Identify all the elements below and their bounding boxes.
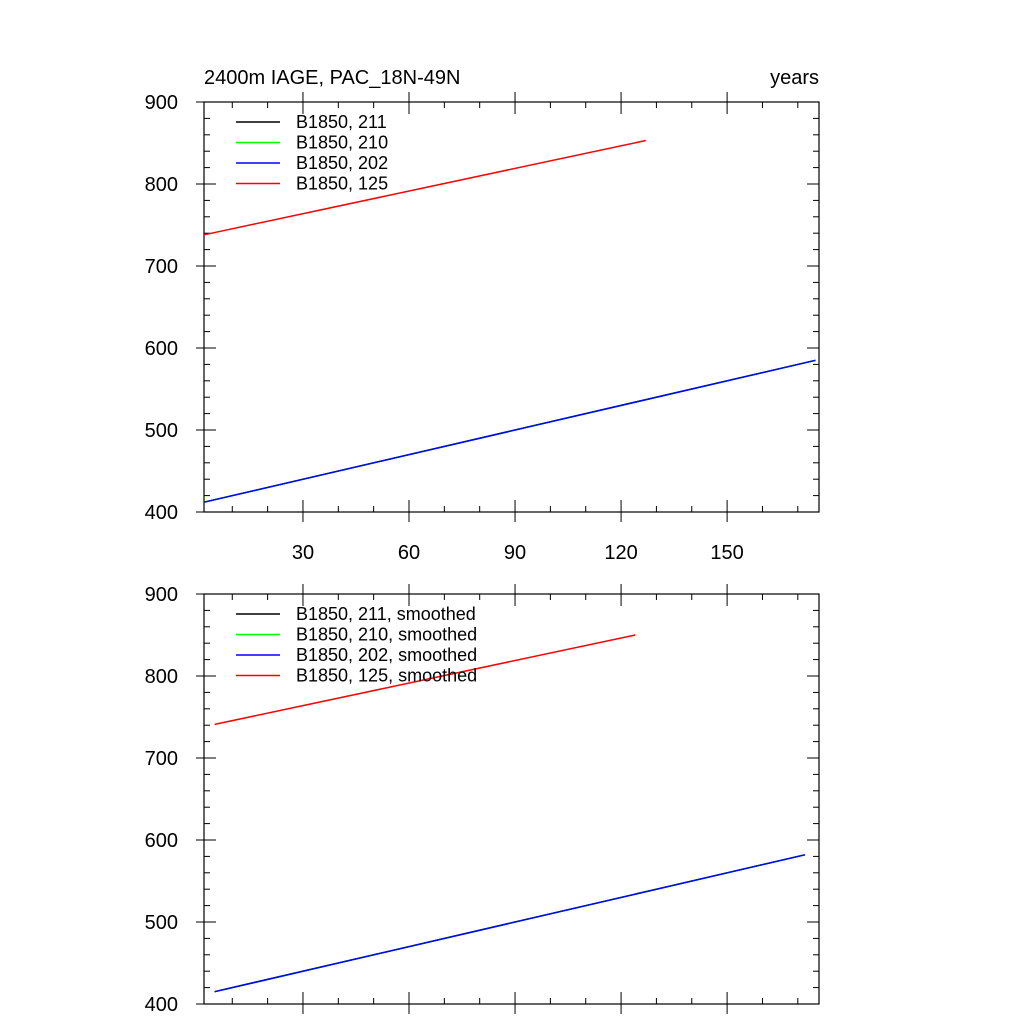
top-series-line-3 [203, 139, 646, 236]
top-panel-title: 2400m IAGE, PAC_18N-49N [204, 67, 460, 89]
top-series [203, 139, 816, 503]
top-xtick-label-1: 60 [398, 542, 420, 564]
bottom-ticks: 400 500 600 700 800 900 [145, 584, 819, 1016]
bottom-series-line-3 [214, 634, 636, 726]
top-legend: B1850, 211 B1850, 210 B1850, 202 B1850, … [236, 112, 388, 194]
top-legend-label-0: B1850, 211 [296, 112, 387, 132]
top-ytick-label-5: 900 [145, 92, 178, 114]
top-ytick-label-1: 500 [145, 420, 178, 442]
top-legend-label-3: B1850, 125 [296, 174, 388, 194]
top-series-line-2 [203, 359, 816, 503]
bottom-ytick-label-5: 900 [145, 584, 178, 606]
bottom-legend-label-2: B1850, 202, smoothed [296, 645, 477, 665]
top-ytick-label-0: 400 [145, 502, 178, 524]
bottom-ytick-label-4: 800 [145, 666, 178, 688]
bottom-legend-label-1: B1850, 210, smoothed [296, 625, 477, 645]
top-legend-label-2: B1850, 202 [296, 153, 388, 173]
top-legend-label-1: B1850, 210 [296, 133, 388, 153]
bottom-ytick-label-1: 500 [145, 912, 178, 934]
bottom-series-line-2 [214, 854, 806, 993]
bottom-ytick-label-0: 400 [145, 994, 178, 1016]
top-xtick-label-4: 150 [710, 542, 743, 564]
top-ytick-label-2: 600 [145, 338, 178, 360]
bottom-ytick-label-2: 600 [145, 830, 178, 852]
bottom-series [214, 634, 806, 993]
top-ticks: 400 500 600 700 800 900 30 60 90 120 150 [145, 92, 819, 564]
bottom-ytick-label-3: 700 [145, 748, 178, 770]
top-panel: 2400m IAGE, PAC_18N-49N years 400 500 600 7… [145, 67, 820, 564]
top-xtick-label-0: 30 [292, 542, 314, 564]
top-panel-units: years [770, 67, 819, 89]
bottom-legend-label-0: B1850, 211, smoothed [296, 604, 476, 624]
top-xtick-label-2: 90 [504, 542, 526, 564]
top-xtick-label-3: 120 [604, 542, 637, 564]
top-ytick-label-3: 700 [145, 256, 178, 278]
bottom-plot-frame [203, 593, 820, 1005]
bottom-legend-label-3: B1850, 125, smoothed [296, 666, 477, 686]
top-plot-frame [203, 101, 820, 513]
bottom-legend: B1850, 211, smoothed B1850, 210, smoothe… [236, 604, 477, 686]
bottom-panel: 400 500 600 700 800 900 B1850, 211, smoothed … [145, 584, 820, 1016]
top-ytick-label-4: 800 [145, 174, 178, 196]
